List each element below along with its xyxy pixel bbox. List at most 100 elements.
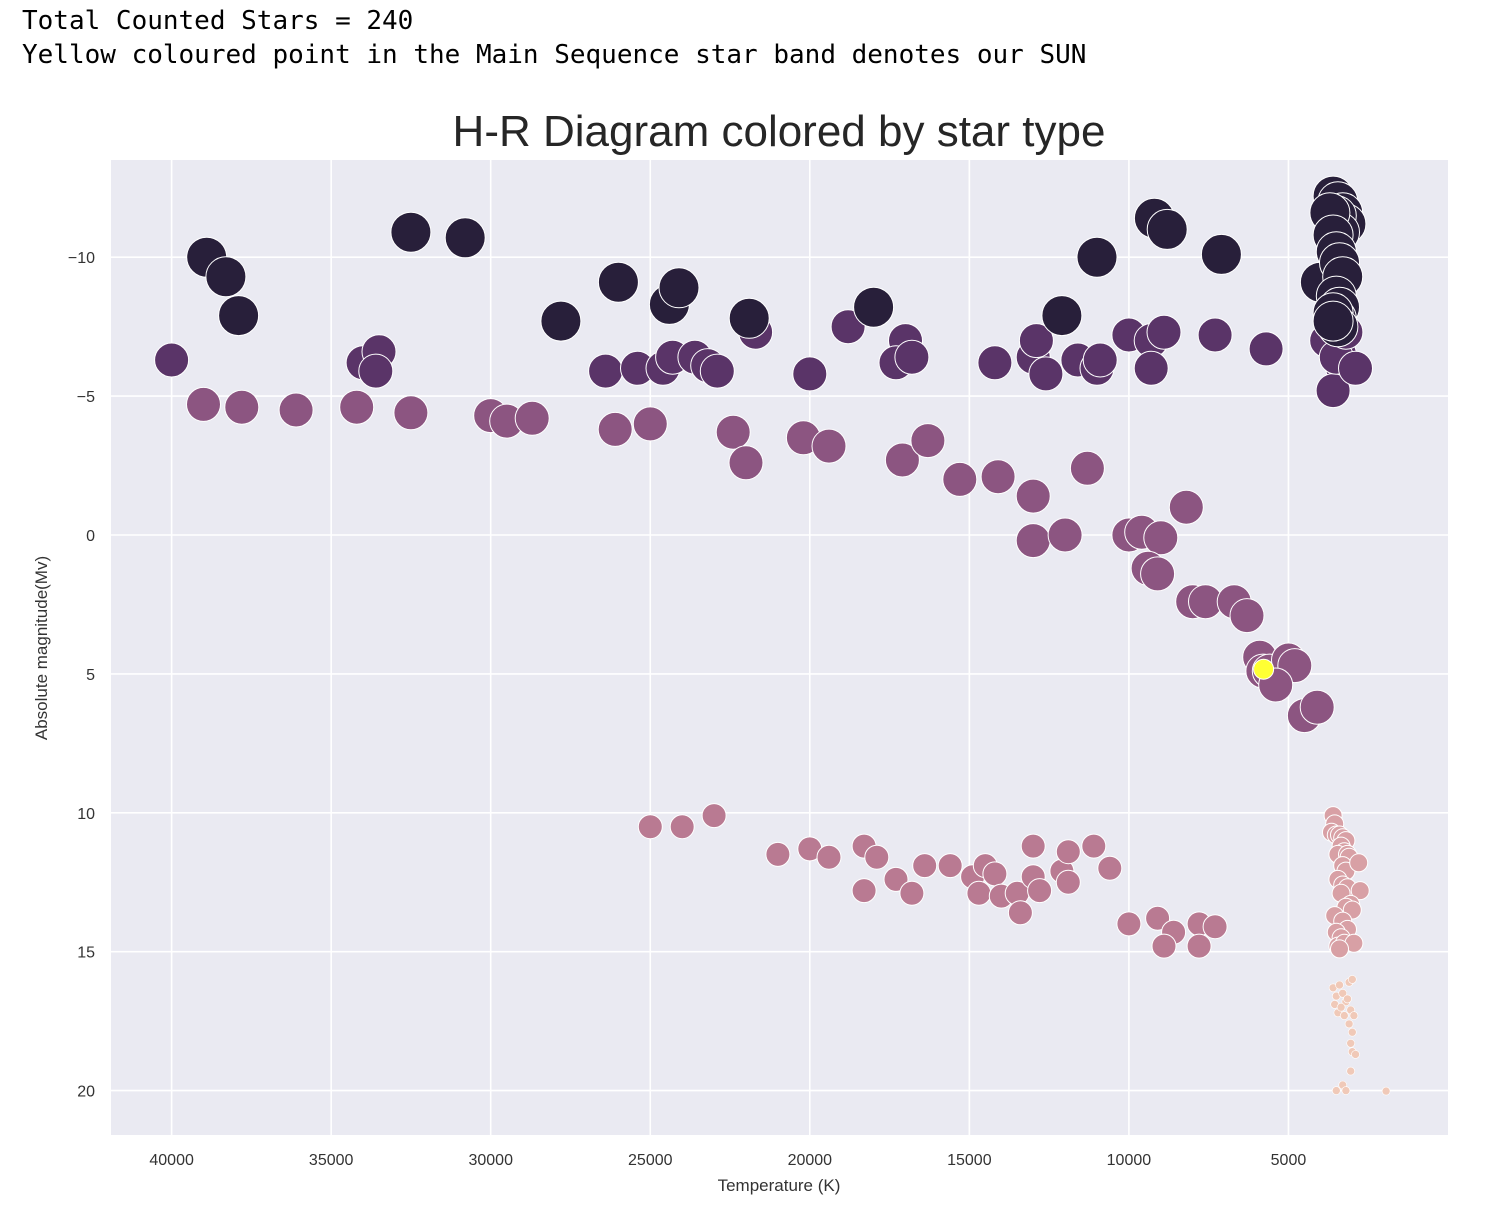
star-point-type-0 bbox=[1344, 1019, 1354, 1029]
star-point-type-5 bbox=[1076, 236, 1118, 278]
star-point-type-4 bbox=[588, 353, 624, 389]
x-tick-label: 10000 bbox=[1107, 1152, 1152, 1169]
star-point-type-4 bbox=[894, 339, 930, 375]
y-tick-label: 10 bbox=[77, 806, 95, 823]
star-point-type-2 bbox=[864, 844, 890, 870]
star-point-type-5 bbox=[658, 267, 700, 309]
x-tick-label: 40000 bbox=[149, 1152, 194, 1169]
star-point-type-3 bbox=[393, 395, 429, 431]
star-point-type-4 bbox=[1197, 317, 1233, 353]
star-point-type-3 bbox=[811, 428, 847, 464]
star-point-type-0 bbox=[1346, 1039, 1355, 1048]
star-point-type-0 bbox=[1351, 1050, 1360, 1059]
star-point-type-3 bbox=[942, 461, 978, 497]
star-point-type-3 bbox=[339, 389, 375, 425]
star-point-type-2 bbox=[765, 841, 791, 867]
x-axis-label: Temperature (K) bbox=[718, 1176, 841, 1195]
star-point-type-2 bbox=[1116, 911, 1142, 937]
star-point-type-2 bbox=[912, 853, 938, 879]
sun-point bbox=[1253, 658, 1275, 680]
star-point-type-4 bbox=[1248, 331, 1284, 367]
star-point-type-5 bbox=[853, 286, 895, 328]
star-point-type-3 bbox=[1140, 556, 1176, 592]
tick-labels: 40000 35000 30000 25000 20000 15000 10000 5000 −… bbox=[68, 250, 1306, 1169]
star-point-type-0 bbox=[1336, 1002, 1346, 1012]
star-point-type-2 bbox=[1020, 833, 1046, 859]
star-point-type-3 bbox=[224, 389, 260, 425]
star-point-type-2 bbox=[883, 866, 909, 892]
star-point-type-4 bbox=[1028, 356, 1064, 392]
star-point-type-3 bbox=[715, 414, 751, 450]
star-point-type-0 bbox=[1349, 1011, 1359, 1020]
star-point-type-0 bbox=[1348, 1027, 1357, 1037]
y-tick-label: 5 bbox=[86, 667, 95, 684]
star-point-type-3 bbox=[884, 442, 920, 478]
star-point-type-5 bbox=[390, 211, 432, 253]
star-point-type-1 bbox=[1350, 881, 1370, 901]
star-point-type-2 bbox=[637, 814, 663, 840]
star-point-type-5 bbox=[1041, 295, 1083, 337]
star-point-type-2 bbox=[899, 880, 925, 906]
x-tick-label: 35000 bbox=[309, 1152, 354, 1169]
x-tick-label: 20000 bbox=[788, 1152, 833, 1169]
star-point-type-3 bbox=[597, 411, 633, 447]
header-line-2: Yellow coloured point in the Main Sequen… bbox=[22, 40, 1087, 70]
star-point-type-5 bbox=[444, 217, 486, 259]
star-point-type-3 bbox=[278, 392, 314, 428]
star-point-type-2 bbox=[966, 880, 992, 906]
y-tick-label: 0 bbox=[86, 528, 95, 545]
star-point-type-5 bbox=[540, 300, 582, 342]
star-point-type-2 bbox=[851, 878, 877, 904]
star-point-type-1 bbox=[1349, 853, 1369, 873]
star-point-type-4 bbox=[792, 356, 828, 392]
star-point-type-4 bbox=[977, 345, 1013, 381]
star-point-type-0 bbox=[1381, 1086, 1391, 1096]
star-point-type-3 bbox=[1047, 517, 1083, 553]
star-point-type-0 bbox=[1332, 1086, 1341, 1095]
star-point-type-1 bbox=[1330, 939, 1349, 959]
x-tick-label: 30000 bbox=[468, 1152, 513, 1169]
star-point-type-3 bbox=[1143, 520, 1179, 556]
star-point-type-2 bbox=[1027, 878, 1053, 904]
star-point-type-0 bbox=[1341, 1086, 1351, 1095]
star-point-type-4 bbox=[699, 353, 735, 389]
star-point-type-2 bbox=[1007, 900, 1033, 926]
star-point-type-4 bbox=[358, 353, 394, 389]
star-point-type-5 bbox=[1200, 233, 1242, 275]
star-point-type-3 bbox=[514, 400, 550, 436]
star-point-type-3 bbox=[1229, 598, 1265, 634]
star-point-type-2 bbox=[1145, 905, 1171, 931]
y-tick-label: −10 bbox=[68, 250, 95, 267]
star-point-type-0 bbox=[1338, 988, 1347, 998]
star-point-type-3 bbox=[1168, 489, 1204, 525]
star-point-type-5 bbox=[1312, 300, 1354, 342]
star-point-type-5 bbox=[205, 256, 247, 298]
star-point-type-2 bbox=[669, 814, 695, 840]
star-point-type-3 bbox=[1015, 523, 1051, 559]
star-point-type-4 bbox=[1082, 342, 1118, 378]
x-tick-label: 15000 bbox=[947, 1152, 992, 1169]
star-point-type-3 bbox=[1299, 689, 1335, 725]
star-point-type-0 bbox=[1348, 975, 1357, 984]
y-tick-label: −5 bbox=[77, 389, 95, 406]
x-tick-label: 5000 bbox=[1271, 1152, 1307, 1169]
star-point-type-0 bbox=[1340, 1011, 1349, 1020]
star-point-type-3 bbox=[910, 423, 946, 459]
chart-title: H-R Diagram colored by star type bbox=[453, 107, 1106, 156]
star-point-type-3 bbox=[728, 445, 764, 481]
star-point-type-3 bbox=[980, 459, 1016, 495]
star-point-type-2 bbox=[1055, 839, 1081, 865]
star-point-type-5 bbox=[1146, 208, 1188, 250]
header-line-1: Total Counted Stars = 240 bbox=[22, 6, 414, 36]
star-point-type-2 bbox=[982, 861, 1008, 887]
star-point-type-0 bbox=[1346, 1066, 1355, 1076]
star-point-type-2 bbox=[1055, 869, 1081, 895]
star-point-type-5 bbox=[728, 297, 770, 339]
star-point-type-0 bbox=[1343, 994, 1352, 1004]
star-point-type-5 bbox=[597, 261, 639, 303]
star-point-type-3 bbox=[1015, 478, 1051, 514]
data-points bbox=[154, 175, 1391, 1096]
x-tick-label: 25000 bbox=[628, 1152, 673, 1169]
y-axis-label: Absolute magnitude(Mv) bbox=[32, 556, 51, 740]
